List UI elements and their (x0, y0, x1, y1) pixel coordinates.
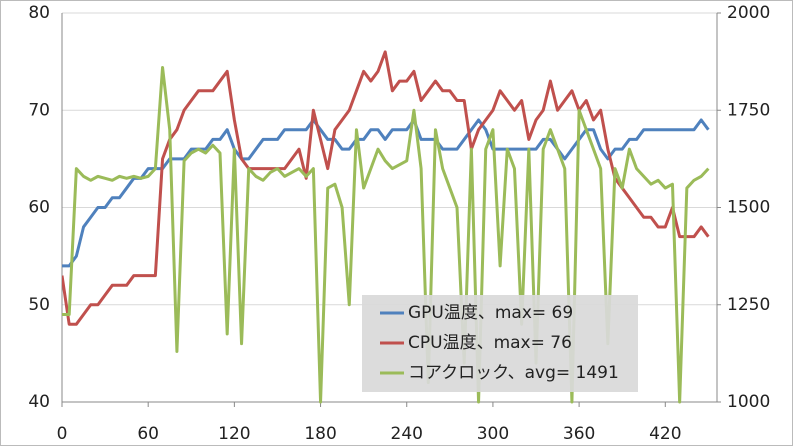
y-tick-label: 40 (28, 392, 50, 412)
y2-tick-label: 2000 (727, 3, 770, 23)
y-tick-label: 70 (28, 100, 50, 120)
x-tick-label: 120 (218, 424, 250, 444)
legend-label: CPU温度、max= 76 (408, 333, 572, 353)
y2-tick-label: 1250 (727, 295, 770, 315)
y2-tick-label: 1750 (727, 100, 770, 120)
y-tick-label: 80 (28, 3, 50, 23)
x-tick-label: 360 (563, 424, 595, 444)
y-tick-label: 50 (28, 295, 50, 315)
legend: GPU温度、max= 69 CPU温度、max= 76 コアクロック、avg= 14… (362, 295, 638, 392)
legend-label: コアクロック、avg= 1491 (408, 363, 619, 383)
series-line (62, 65, 710, 404)
x-tick-label: 0 (57, 424, 68, 444)
x-tick-label: 420 (649, 424, 681, 444)
x-tick-label: 180 (304, 424, 336, 444)
plot (62, 50, 710, 404)
x-tick-label: 60 (137, 424, 159, 444)
y2-tick-label: 1000 (727, 392, 770, 412)
x-tick-label: 240 (391, 424, 423, 444)
y-tick-label: 60 (28, 198, 50, 218)
x-tick-label: 300 (477, 424, 509, 444)
legend-box (362, 295, 638, 392)
y2-tick-label: 1500 (727, 198, 770, 218)
legend-label: GPU温度、max= 69 (408, 303, 573, 323)
